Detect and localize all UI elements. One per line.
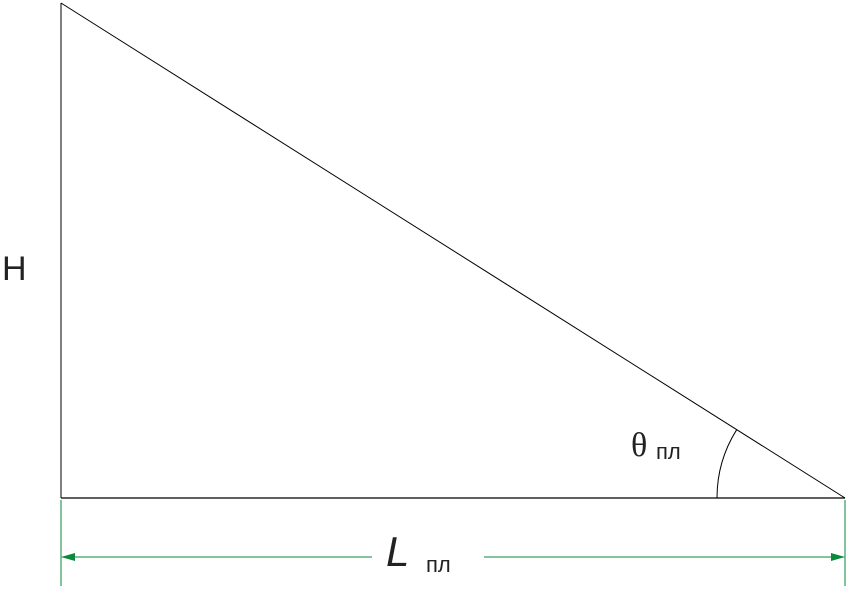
hypotenuse — [60, 2, 846, 499]
angle-label: θ — [631, 427, 647, 464]
length-subscript: пл — [426, 552, 451, 577]
angle-arc — [716, 429, 738, 499]
height-label: H — [2, 250, 27, 288]
angle-subscript: пл — [656, 439, 681, 464]
length-label: L — [386, 528, 409, 575]
